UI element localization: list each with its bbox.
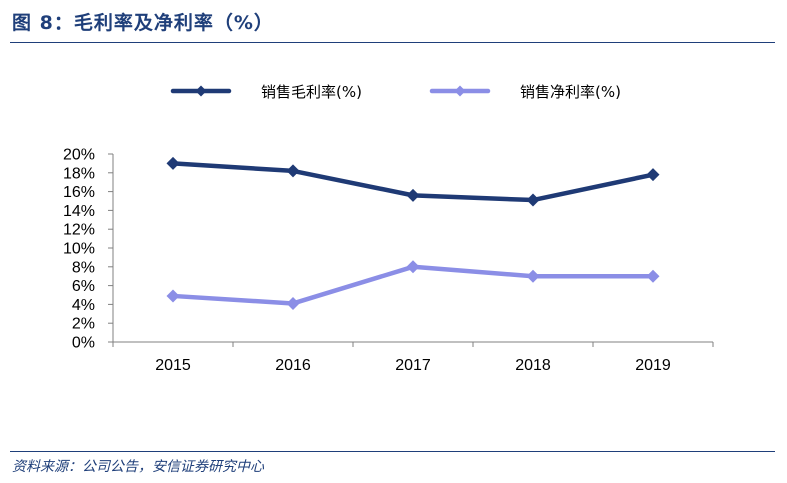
legend: 销售毛利率(%) 销售净利率(%) xyxy=(170,83,621,101)
y-tick-label: 20% xyxy=(63,147,95,164)
data-point xyxy=(286,296,300,310)
x-tick-label: 2017 xyxy=(395,357,431,374)
data-point xyxy=(406,260,420,274)
line-chart: 销售毛利率(%) 销售净利率(%) 0% 2% 4% 6% 8%10% 12% 14% 16% 1… xyxy=(63,83,714,374)
data-point xyxy=(166,289,180,303)
data-point xyxy=(166,156,180,170)
y-tick-label: 2% xyxy=(72,316,95,333)
data-point xyxy=(646,269,660,283)
x-tick-label: 2019 xyxy=(635,357,671,374)
y-tick-label: 6% xyxy=(72,278,95,295)
top-divider xyxy=(10,42,775,43)
legend-label: 销售毛利率(%) xyxy=(261,83,362,101)
y-tick-label: 12% xyxy=(63,222,95,239)
y-tick-label: 8% xyxy=(72,259,95,276)
legend-swatch-marker xyxy=(454,85,466,97)
y-tick-label: 0% xyxy=(72,335,95,352)
y-tick-label: 4% xyxy=(72,297,95,314)
axes: 0% 2% 4% 6% 8%10% 12% 14% 16% 18%20% 2015 2016 2017… xyxy=(63,147,714,374)
x-tick-label: 2018 xyxy=(515,357,551,374)
y-tick-label: 10% xyxy=(63,241,95,258)
legend-label: 销售净利率(%) xyxy=(520,83,621,101)
y-tick-label: 18% xyxy=(63,165,95,182)
x-tick-label: 2016 xyxy=(275,357,311,374)
y-tick-label: 14% xyxy=(63,203,95,220)
data-point xyxy=(526,269,540,283)
data-point xyxy=(526,193,540,207)
source-note: 资料来源：公司公告，安信证券研究中心 xyxy=(12,459,264,475)
bottom-divider xyxy=(10,451,775,452)
data-point xyxy=(406,188,420,202)
figure-title: 图 8：毛利率及净利率（%） xyxy=(12,12,274,34)
data-point xyxy=(286,164,300,178)
series-layer xyxy=(166,156,660,310)
legend-swatch-marker xyxy=(195,85,207,97)
data-point xyxy=(646,168,660,182)
x-tick-label: 2015 xyxy=(155,357,191,374)
y-tick-label: 16% xyxy=(63,184,95,201)
